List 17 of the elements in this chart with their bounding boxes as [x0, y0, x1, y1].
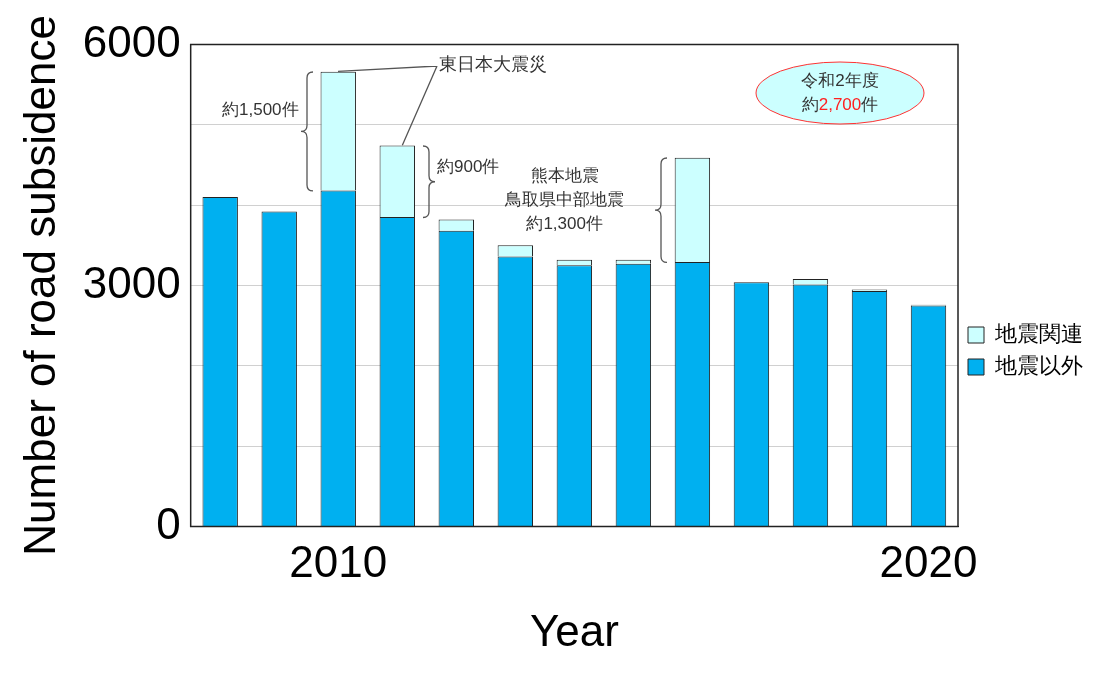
x-tick-label: 2010 [289, 536, 388, 586]
legend-label: 地震関連 [994, 321, 1083, 347]
annotation: 鳥取県中部地震 [504, 188, 626, 211]
x-tick-label: 2020 [879, 536, 978, 586]
annotation: 約1,500件 [222, 99, 299, 122]
y-tick-label: 6000 [82, 16, 181, 66]
annotation: 令和2年度 [800, 70, 880, 93]
y-axis-title: Number of road subsidence [14, 15, 64, 556]
annotation: 東日本大震災 [439, 53, 548, 77]
legend-label: 地震以外 [994, 353, 1083, 379]
annotation: 約900件 [436, 156, 500, 179]
x-axis-title: Year [529, 605, 619, 655]
annotation: 約2,700件 [801, 95, 879, 115]
y-tick-label: 3000 [82, 257, 181, 307]
annotation: 熊本地震 [530, 165, 599, 185]
annotation: 約1,300件 [525, 212, 604, 235]
y-tick-label: 0 [156, 498, 181, 548]
